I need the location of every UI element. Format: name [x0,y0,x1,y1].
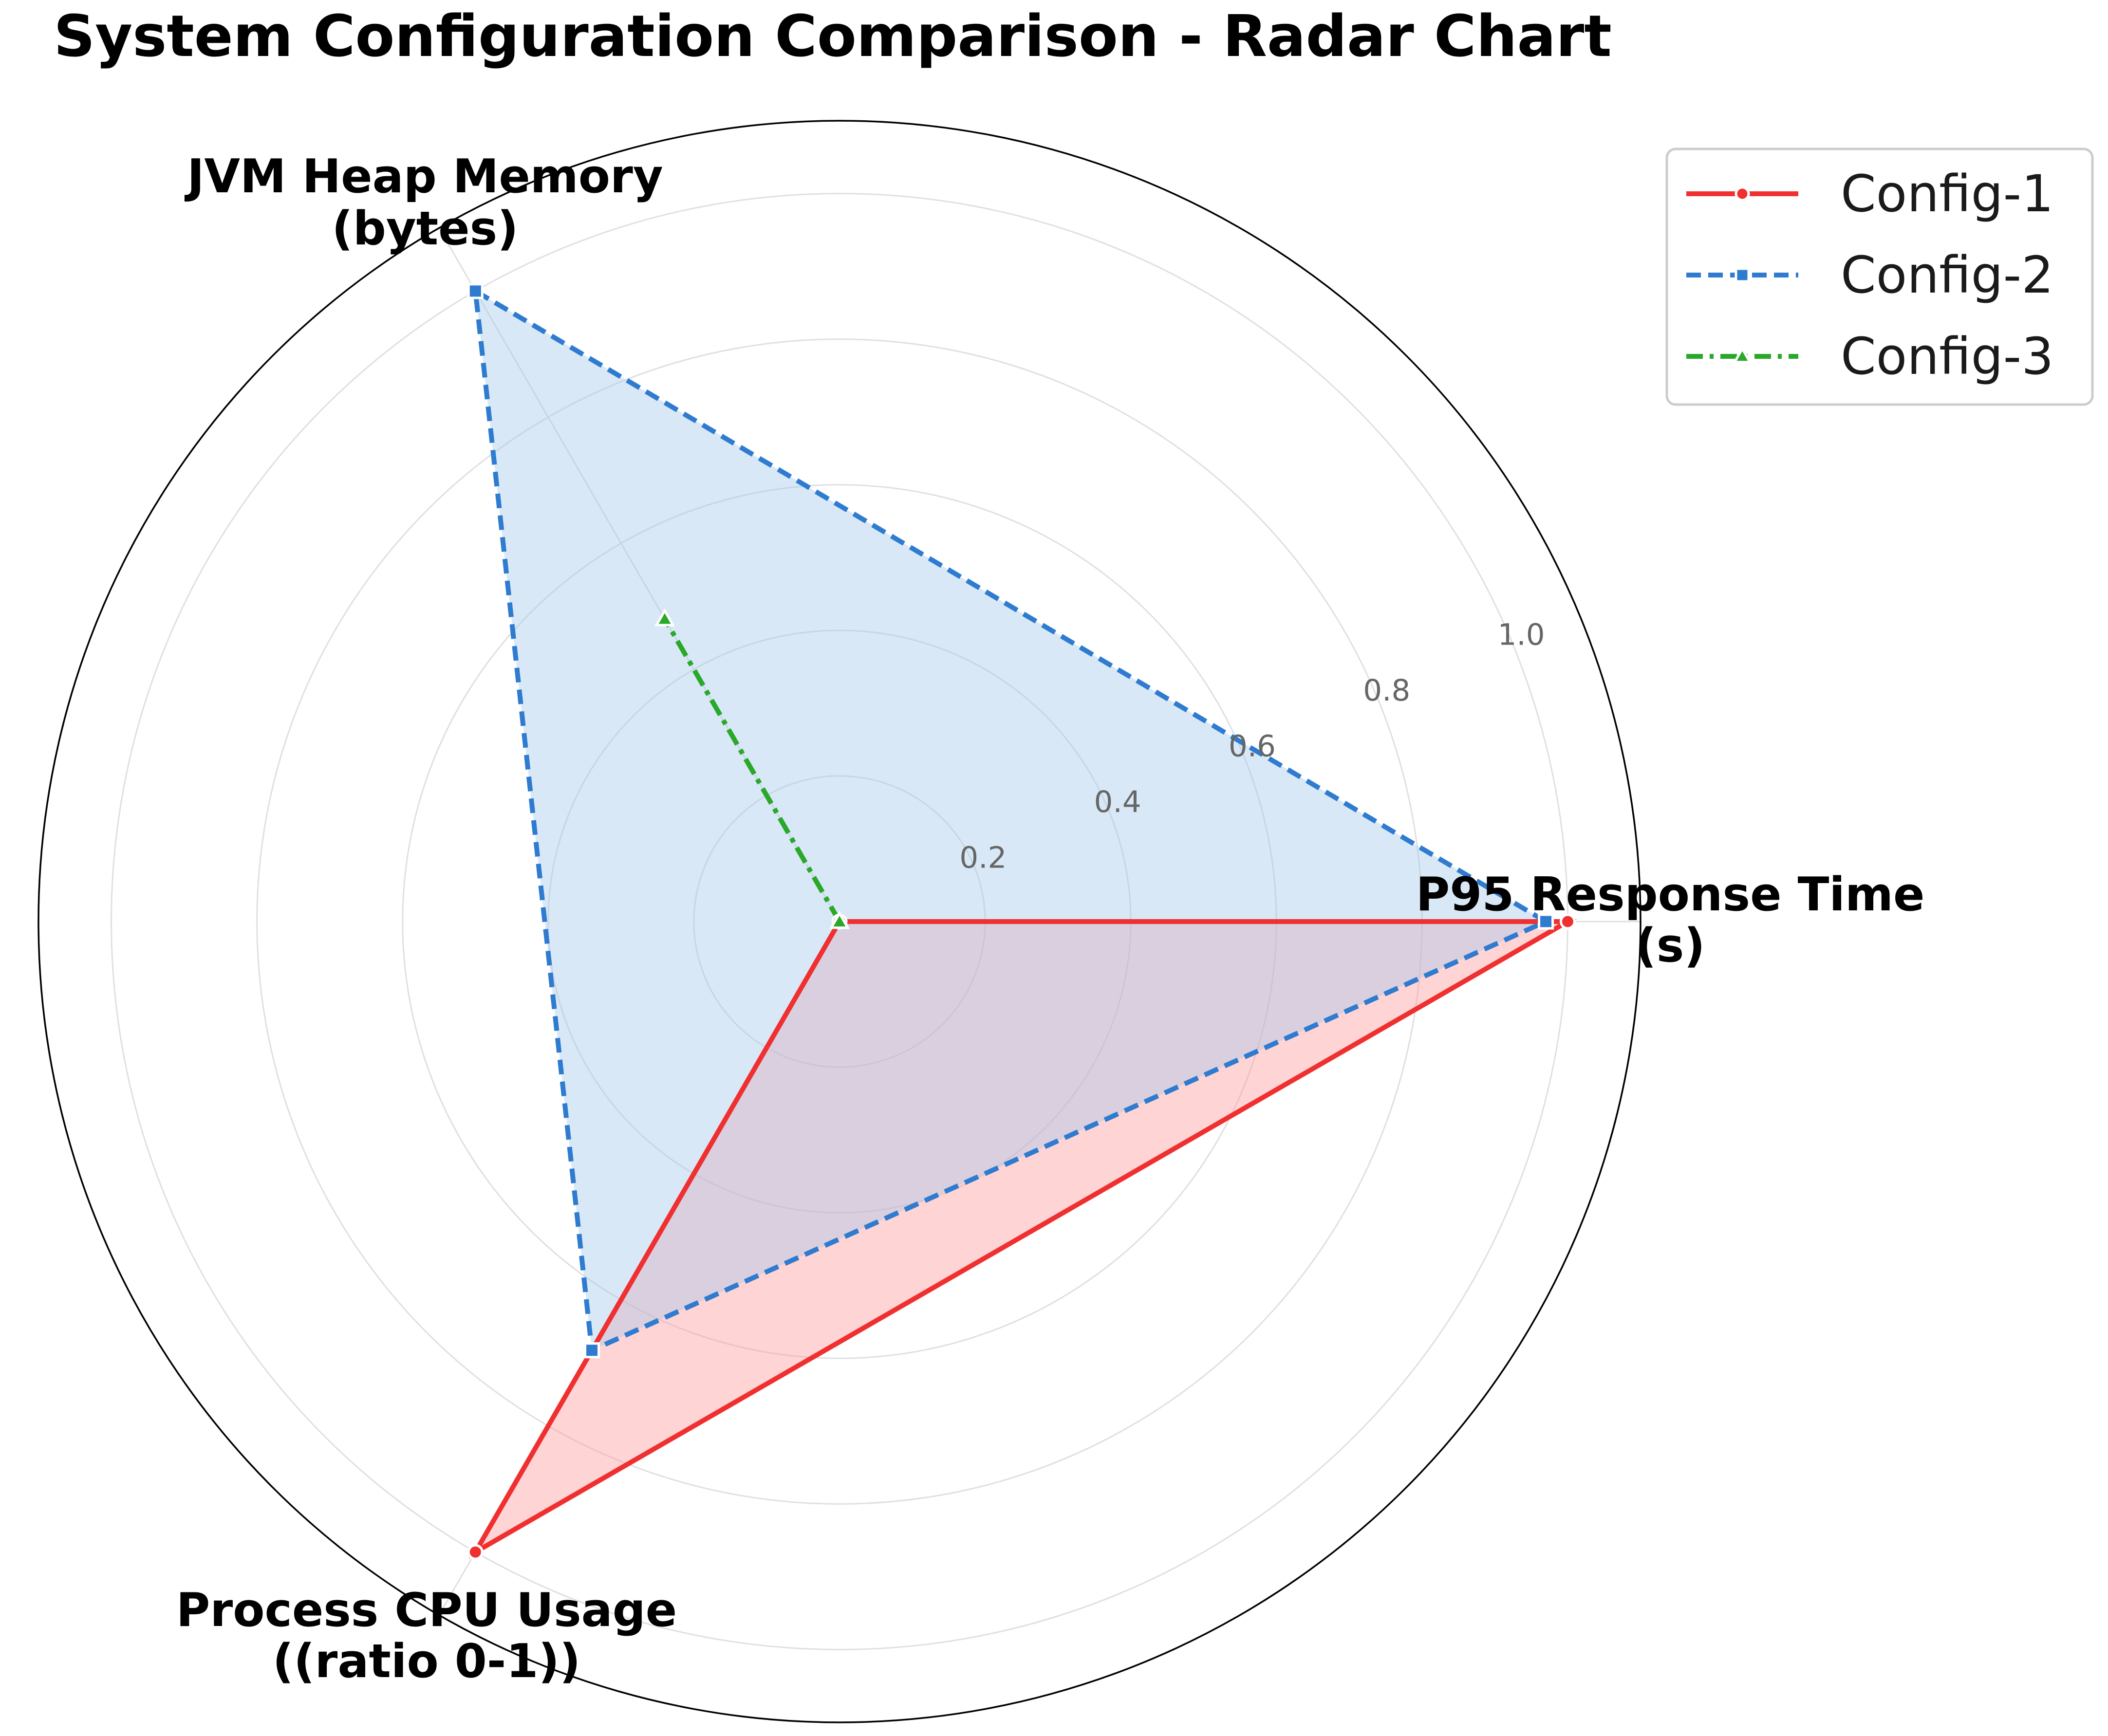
marker-config-2-1 [467,283,484,299]
axis-label-cpu-line1: Process CPU Usage [176,1584,677,1637]
grid-spoke-1 [438,227,840,922]
outer-boundary [37,120,1642,1723]
legend: Config-1 Config-2 Config-3 [1665,148,2094,406]
marker-config-2-2 [584,1342,600,1359]
tick-label-2: 0.6 [1229,729,1276,764]
chart-title: System Configuration Comparison - Radar … [54,2,1612,70]
series-line-config-2 [472,286,1551,1354]
marker-config-3-1 [654,608,675,627]
legend-marker-config-3 [1733,346,1752,364]
radial-tick-labels: 0.2 0.4 0.6 0.8 1.0 [959,618,1545,875]
legend-marker-config-2 [1735,267,1750,283]
marker-config-1-0 [1559,913,1576,930]
axis-label-p95-line1: P95 Response Time [1416,868,1925,922]
axis-label-jvm-line1: JVM Heap Memory [184,150,663,203]
marker-config-2-0 [1538,913,1554,930]
axis-labels: P95 Response Time (s) JVM Heap Memory (b… [176,150,1925,1688]
axis-label-jvm-line2: (bytes) [332,202,518,256]
tick-label-4: 1.0 [1498,618,1545,652]
series-line-config-1 [468,919,1577,1559]
tick-label-1: 0.4 [1094,785,1141,819]
marker-config-1-2 [467,1544,484,1560]
legend-label-config-2: Config-2 [1841,245,2053,305]
legend-marker-config-1 [1735,186,1750,202]
legend-label-config-1: Config-1 [1841,164,2053,223]
tick-label-3: 0.8 [1363,673,1410,708]
legend-label-config-3: Config-3 [1841,327,2053,386]
tick-label-0: 0.2 [959,841,1007,875]
series-markers [467,283,1576,1560]
axis-label-p95-line2: (s) [1635,919,1705,973]
legend-frame [1665,148,2094,406]
axis-label-cpu-line2: ((ratio 0-1)) [273,1635,581,1688]
marker-config-3-2 [829,911,850,929]
